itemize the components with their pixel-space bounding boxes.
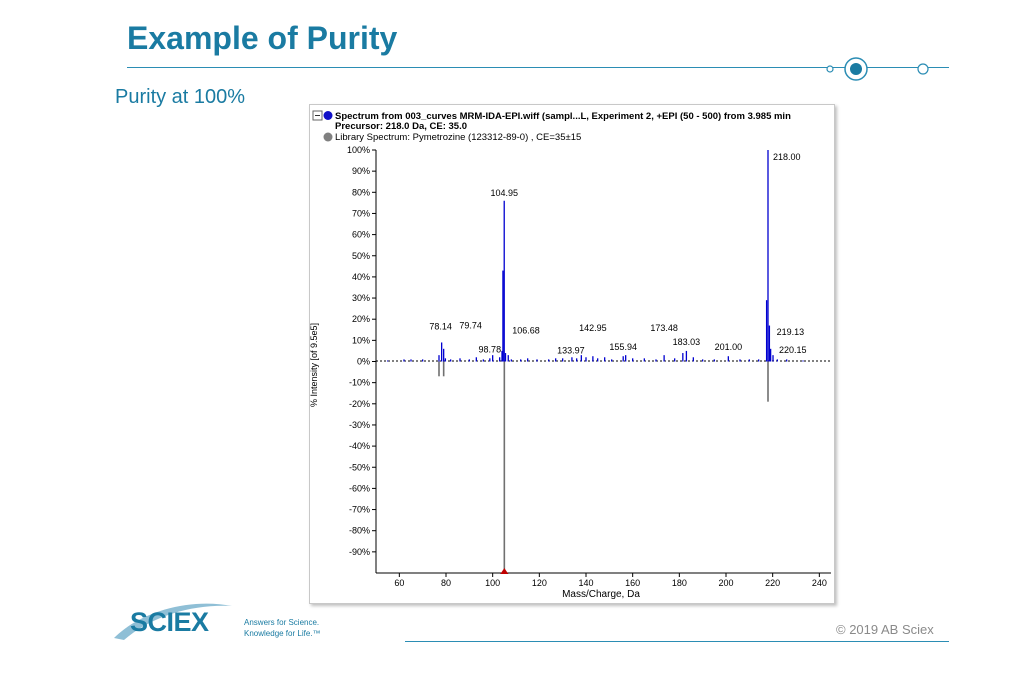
y-tick-label: 40% [352,272,370,282]
x-tick-label: 180 [672,578,687,588]
y-tick-label: 90% [352,166,370,176]
x-tick-label: 100 [485,578,500,588]
peak-label: 98.78 [479,344,502,354]
y-tick-label: 30% [352,293,370,303]
y-axis-label: % Intensity [of 9.5e5] [310,323,319,407]
y-tick-label: 100% [347,145,370,155]
peak-label: 106.68 [512,326,540,336]
tagline-line1: Answers for Science. [244,618,320,627]
x-tick-label: 140 [578,578,593,588]
slide-title: Example of Purity [127,20,398,56]
peak-label: 183.03 [673,337,701,347]
spectrum-chart: Spectrum from 003_curves MRM-IDA-EPI.wif… [309,110,831,600]
spectrum-header: Spectrum from 003_curves MRM-IDA-EPI.wif… [335,111,791,122]
x-tick-label: 80 [441,578,451,588]
y-tick-label: -80% [349,526,370,536]
y-tick-label: -40% [349,441,370,451]
library-header: Library Spectrum: Pymetrozine (123312-89… [335,132,581,143]
x-tick-label: 60 [394,578,404,588]
x-tick-label: 220 [765,578,780,588]
x-tick-label: 240 [812,578,827,588]
y-tick-label: 50% [352,251,370,261]
x-tick-label: 160 [625,578,640,588]
peak-label: 219.13 [777,327,805,337]
sciex-logo-swoosh-icon [114,603,232,640]
precursor-info: Precursor: 218.0 Da, CE: 35.0 [335,121,467,132]
peak-label: 78.14 [429,321,452,331]
spectrum-dot-icon [323,111,333,120]
spectrum-chart-panel: Spectrum from 003_curves MRM-IDA-EPI.wif… [309,104,835,604]
y-tick-label: -70% [349,505,370,515]
y-tick-label: -50% [349,462,370,472]
library-dot-icon [323,132,333,142]
y-tick-label: -20% [349,399,370,409]
peak-label: 201.00 [715,342,743,352]
title-divider [127,67,949,68]
peak-label: 79.74 [459,320,482,330]
tagline: Answers for Science. Knowledge for Life.… [244,617,321,639]
peak-label: 218.00 [773,152,801,162]
y-tick-label: 60% [352,230,370,240]
y-tick-label: -10% [349,378,370,388]
peak-label: 104.95 [490,188,518,198]
precursor-marker-icon [500,568,509,574]
peak-label: 142.95 [579,323,607,333]
peak-label: 133.97 [557,345,585,355]
x-tick-label: 120 [532,578,547,588]
peak-label: 220.15 [779,345,807,355]
sciex-logo: SCIEX [130,607,209,637]
y-tick-label: 70% [352,208,370,218]
tagline-line2: Knowledge for Life.™ [244,629,321,638]
x-tick-label: 200 [718,578,733,588]
y-tick-label: 20% [352,314,370,324]
y-tick-label: -30% [349,420,370,430]
slide-subtitle: Purity at 100% [115,86,246,108]
footer-divider [405,641,949,642]
copyright: © 2019 AB Sciex [836,622,934,637]
y-tick-label: -60% [349,483,370,493]
decorative-circles-icon [826,57,929,81]
peak-label: 155.94 [609,342,637,352]
y-tick-label: 0% [357,357,370,367]
x-axis-label: Mass/Charge, Da [562,589,640,600]
y-tick-label: 10% [352,335,370,345]
peak-label: 173.48 [650,323,678,333]
y-tick-label: 80% [352,187,370,197]
y-tick-label: -90% [349,547,370,557]
